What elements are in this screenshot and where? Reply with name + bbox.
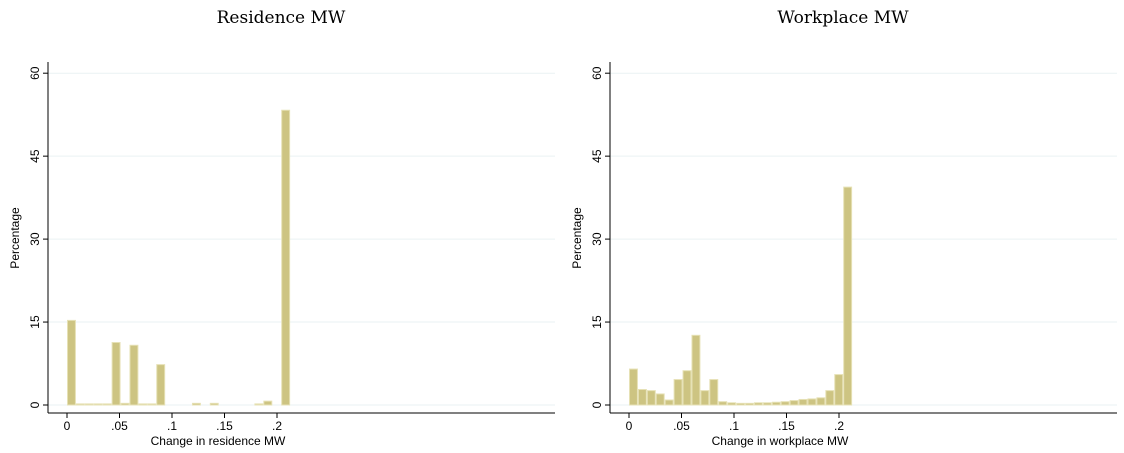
histogram-bar — [263, 400, 273, 406]
histogram-bar — [807, 398, 817, 406]
histogram-bar — [771, 401, 781, 406]
histogram-bar — [209, 402, 219, 406]
histogram-bar — [691, 334, 701, 406]
workplace-panel: Workplace MW 0 15 30 45 60 0 .05 .1 .15 .2 Change … — [562, 0, 1124, 453]
x-tick-label: .1 — [729, 419, 739, 433]
y-tick-label: 60 — [28, 66, 42, 80]
y-tick-label: 15 — [28, 315, 42, 329]
y-axis-label: Percentage — [570, 207, 584, 269]
x-tick-label: .05 — [673, 419, 690, 433]
histogram-bar — [843, 186, 853, 406]
histogram-bar — [629, 368, 638, 406]
histogram-bar — [655, 393, 665, 406]
histogram-bar — [67, 319, 76, 406]
x-tick-label: .1 — [167, 419, 177, 433]
histogram-bar — [111, 342, 121, 406]
y-tick-label: 45 — [28, 149, 42, 163]
y-tick-label: 30 — [590, 232, 604, 246]
x-axis-label: Change in workplace MW — [712, 434, 849, 448]
histogram-bar — [93, 403, 103, 406]
x-tick-label: .15 — [778, 419, 795, 433]
histogram-bar — [798, 398, 808, 406]
histogram-bar — [84, 403, 94, 406]
residence-panel: Residence MW 0 15 30 45 60 0 .05 .1 .15 .2 Change … — [8, 8, 555, 448]
histogram-bar — [120, 402, 130, 406]
histogram-bar — [745, 402, 754, 406]
histogram-bar — [825, 390, 835, 406]
x-tick-label: .2 — [272, 419, 282, 433]
histogram-bar — [646, 390, 656, 406]
histogram-bar — [75, 403, 85, 406]
histogram-bar — [637, 389, 647, 406]
histogram-bar — [816, 397, 826, 406]
histogram-bar — [789, 400, 799, 406]
y-tick-label: 0 — [590, 401, 604, 408]
histogram-bar — [254, 403, 264, 406]
y-tick-label: 30 — [28, 232, 42, 246]
histogram-bar — [281, 109, 291, 406]
histogram-bar — [147, 403, 157, 406]
x-tick-label: .2 — [834, 419, 844, 433]
y-tick-label: 0 — [28, 401, 42, 408]
histogram-bar — [780, 401, 790, 406]
x-axis-label: Change in residence MW — [151, 434, 286, 448]
histogram-bar — [834, 374, 844, 406]
histogram-bar — [718, 401, 728, 406]
histogram-bar — [102, 403, 112, 406]
histogram-bar — [753, 402, 763, 406]
histogram-bar — [709, 379, 719, 406]
histogram-bar — [138, 403, 148, 406]
chart-title: Workplace MW — [777, 8, 909, 28]
histogram-bar — [682, 370, 692, 406]
histogram-bar — [664, 399, 674, 406]
x-tick-label: .05 — [111, 419, 128, 433]
x-tick-label: 0 — [626, 419, 633, 433]
y-axis-label: Percentage — [8, 207, 22, 269]
y-tick-label: 60 — [590, 66, 604, 80]
histogram-bar — [673, 379, 683, 406]
histogram-bar — [727, 402, 737, 406]
histogram-bar — [762, 402, 772, 406]
histogram-bar — [129, 344, 139, 406]
chart-title: Residence MW — [216, 8, 346, 28]
y-tick-label: 45 — [590, 149, 604, 163]
y-tick-label: 15 — [590, 315, 604, 329]
histogram-bar — [700, 390, 710, 406]
histogram-bar — [191, 402, 201, 406]
x-tick-label: 0 — [64, 419, 71, 433]
x-tick-label: .15 — [216, 419, 233, 433]
histogram-bar — [156, 364, 166, 406]
histogram-bar — [736, 402, 746, 406]
